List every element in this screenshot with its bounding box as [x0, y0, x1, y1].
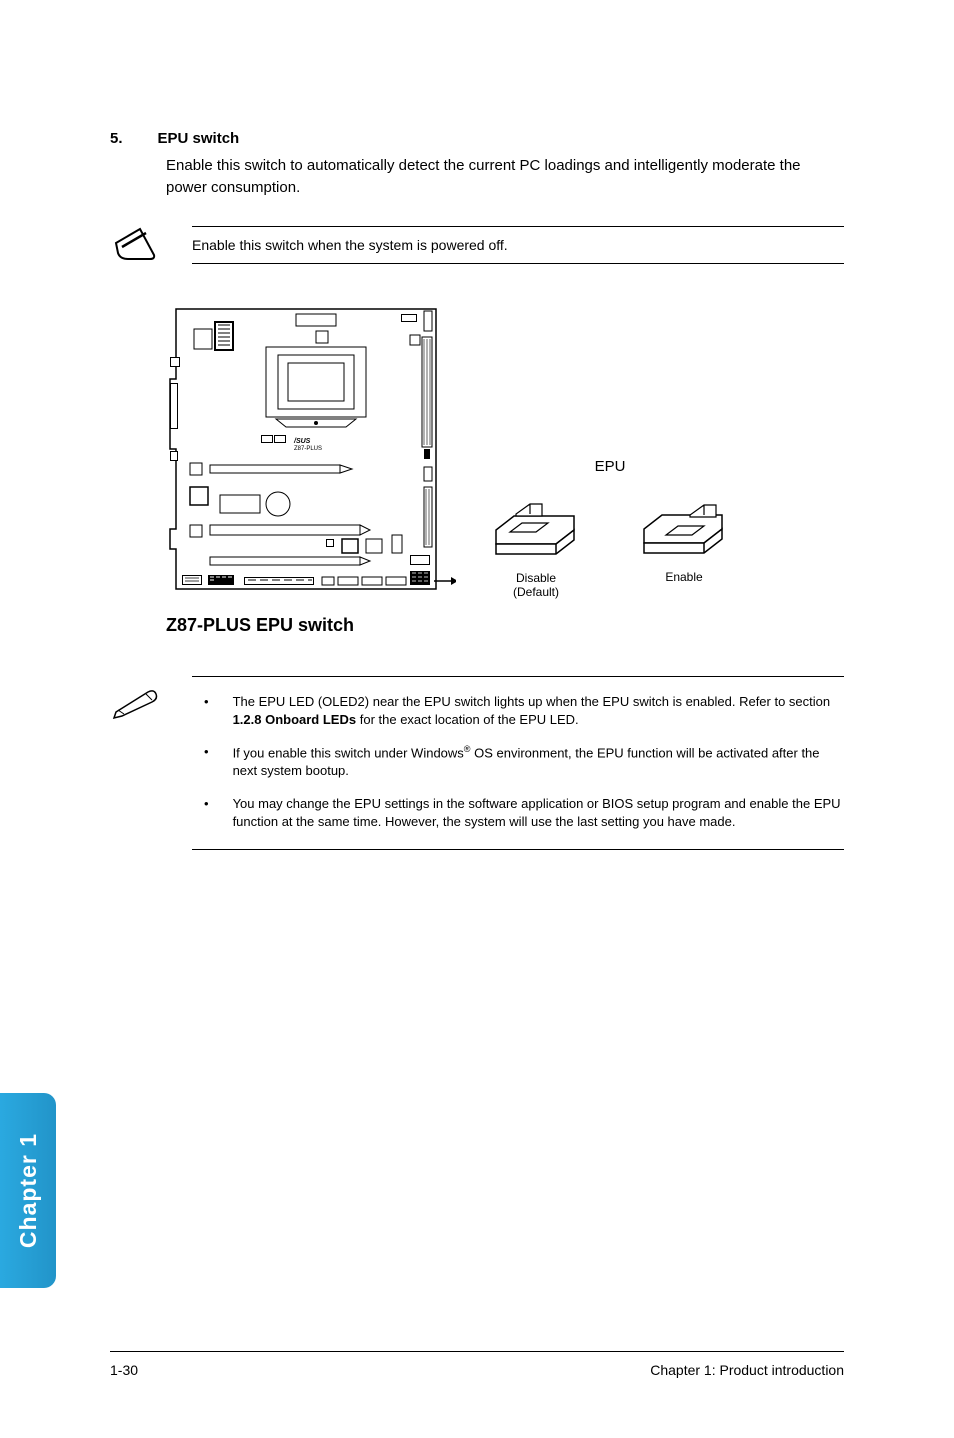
footer-title: Chapter 1: Product introduction — [650, 1362, 844, 1378]
warning-icon — [110, 225, 160, 265]
bullet-icon: • — [204, 743, 209, 781]
board-label-text: Z87-PLUS — [294, 446, 322, 452]
switch-disable-icon — [486, 496, 586, 566]
section-number: 5. — [110, 130, 123, 147]
motherboard-diagram: /SUS Z87-PLUS — [166, 299, 456, 609]
svg-text:/SUS: /SUS — [293, 438, 311, 445]
epu-label: EPU — [595, 458, 626, 475]
chapter-tab-text: Chapter 1 — [15, 1133, 42, 1248]
enable-label: Enable — [634, 570, 734, 584]
default-label: (Default) — [486, 585, 586, 599]
note-item: • You may change the EPU settings in the… — [192, 789, 844, 839]
note-text-2: You may change the EPU settings in the s… — [233, 795, 844, 831]
note-list: • The EPU LED (OLED2) near the EPU switc… — [192, 687, 844, 839]
page-number: 1-30 — [110, 1362, 138, 1378]
diagram-area: /SUS Z87-PLUS — [166, 299, 844, 636]
page-footer: 1-30 Chapter 1: Product introduction — [110, 1351, 844, 1378]
note-text-1: If you enable this switch under Windows®… — [233, 743, 844, 781]
note-item: • If you enable this switch under Window… — [192, 737, 844, 789]
info-note: • The EPU LED (OLED2) near the EPU switc… — [110, 676, 844, 850]
warning-note-text: Enable this switch when the system is po… — [192, 237, 508, 253]
note-item: • The EPU LED (OLED2) near the EPU switc… — [192, 687, 844, 737]
section-title: EPU switch — [158, 130, 240, 147]
disable-label: Disable — [486, 571, 586, 585]
bullet-icon: • — [204, 795, 209, 831]
section-header: 5. EPU switch — [110, 130, 844, 147]
warning-note: Enable this switch when the system is po… — [110, 225, 844, 265]
pencil-icon — [110, 676, 160, 720]
note-text-0: The EPU LED (OLED2) near the EPU switch … — [233, 693, 844, 729]
diagram-title: Z87-PLUS EPU switch — [166, 615, 844, 636]
bullet-icon: • — [204, 693, 209, 729]
section-body: Enable this switch to automatically dete… — [166, 155, 844, 199]
switch-enable-icon — [634, 495, 734, 565]
chapter-tab: Chapter 1 — [0, 1093, 56, 1288]
